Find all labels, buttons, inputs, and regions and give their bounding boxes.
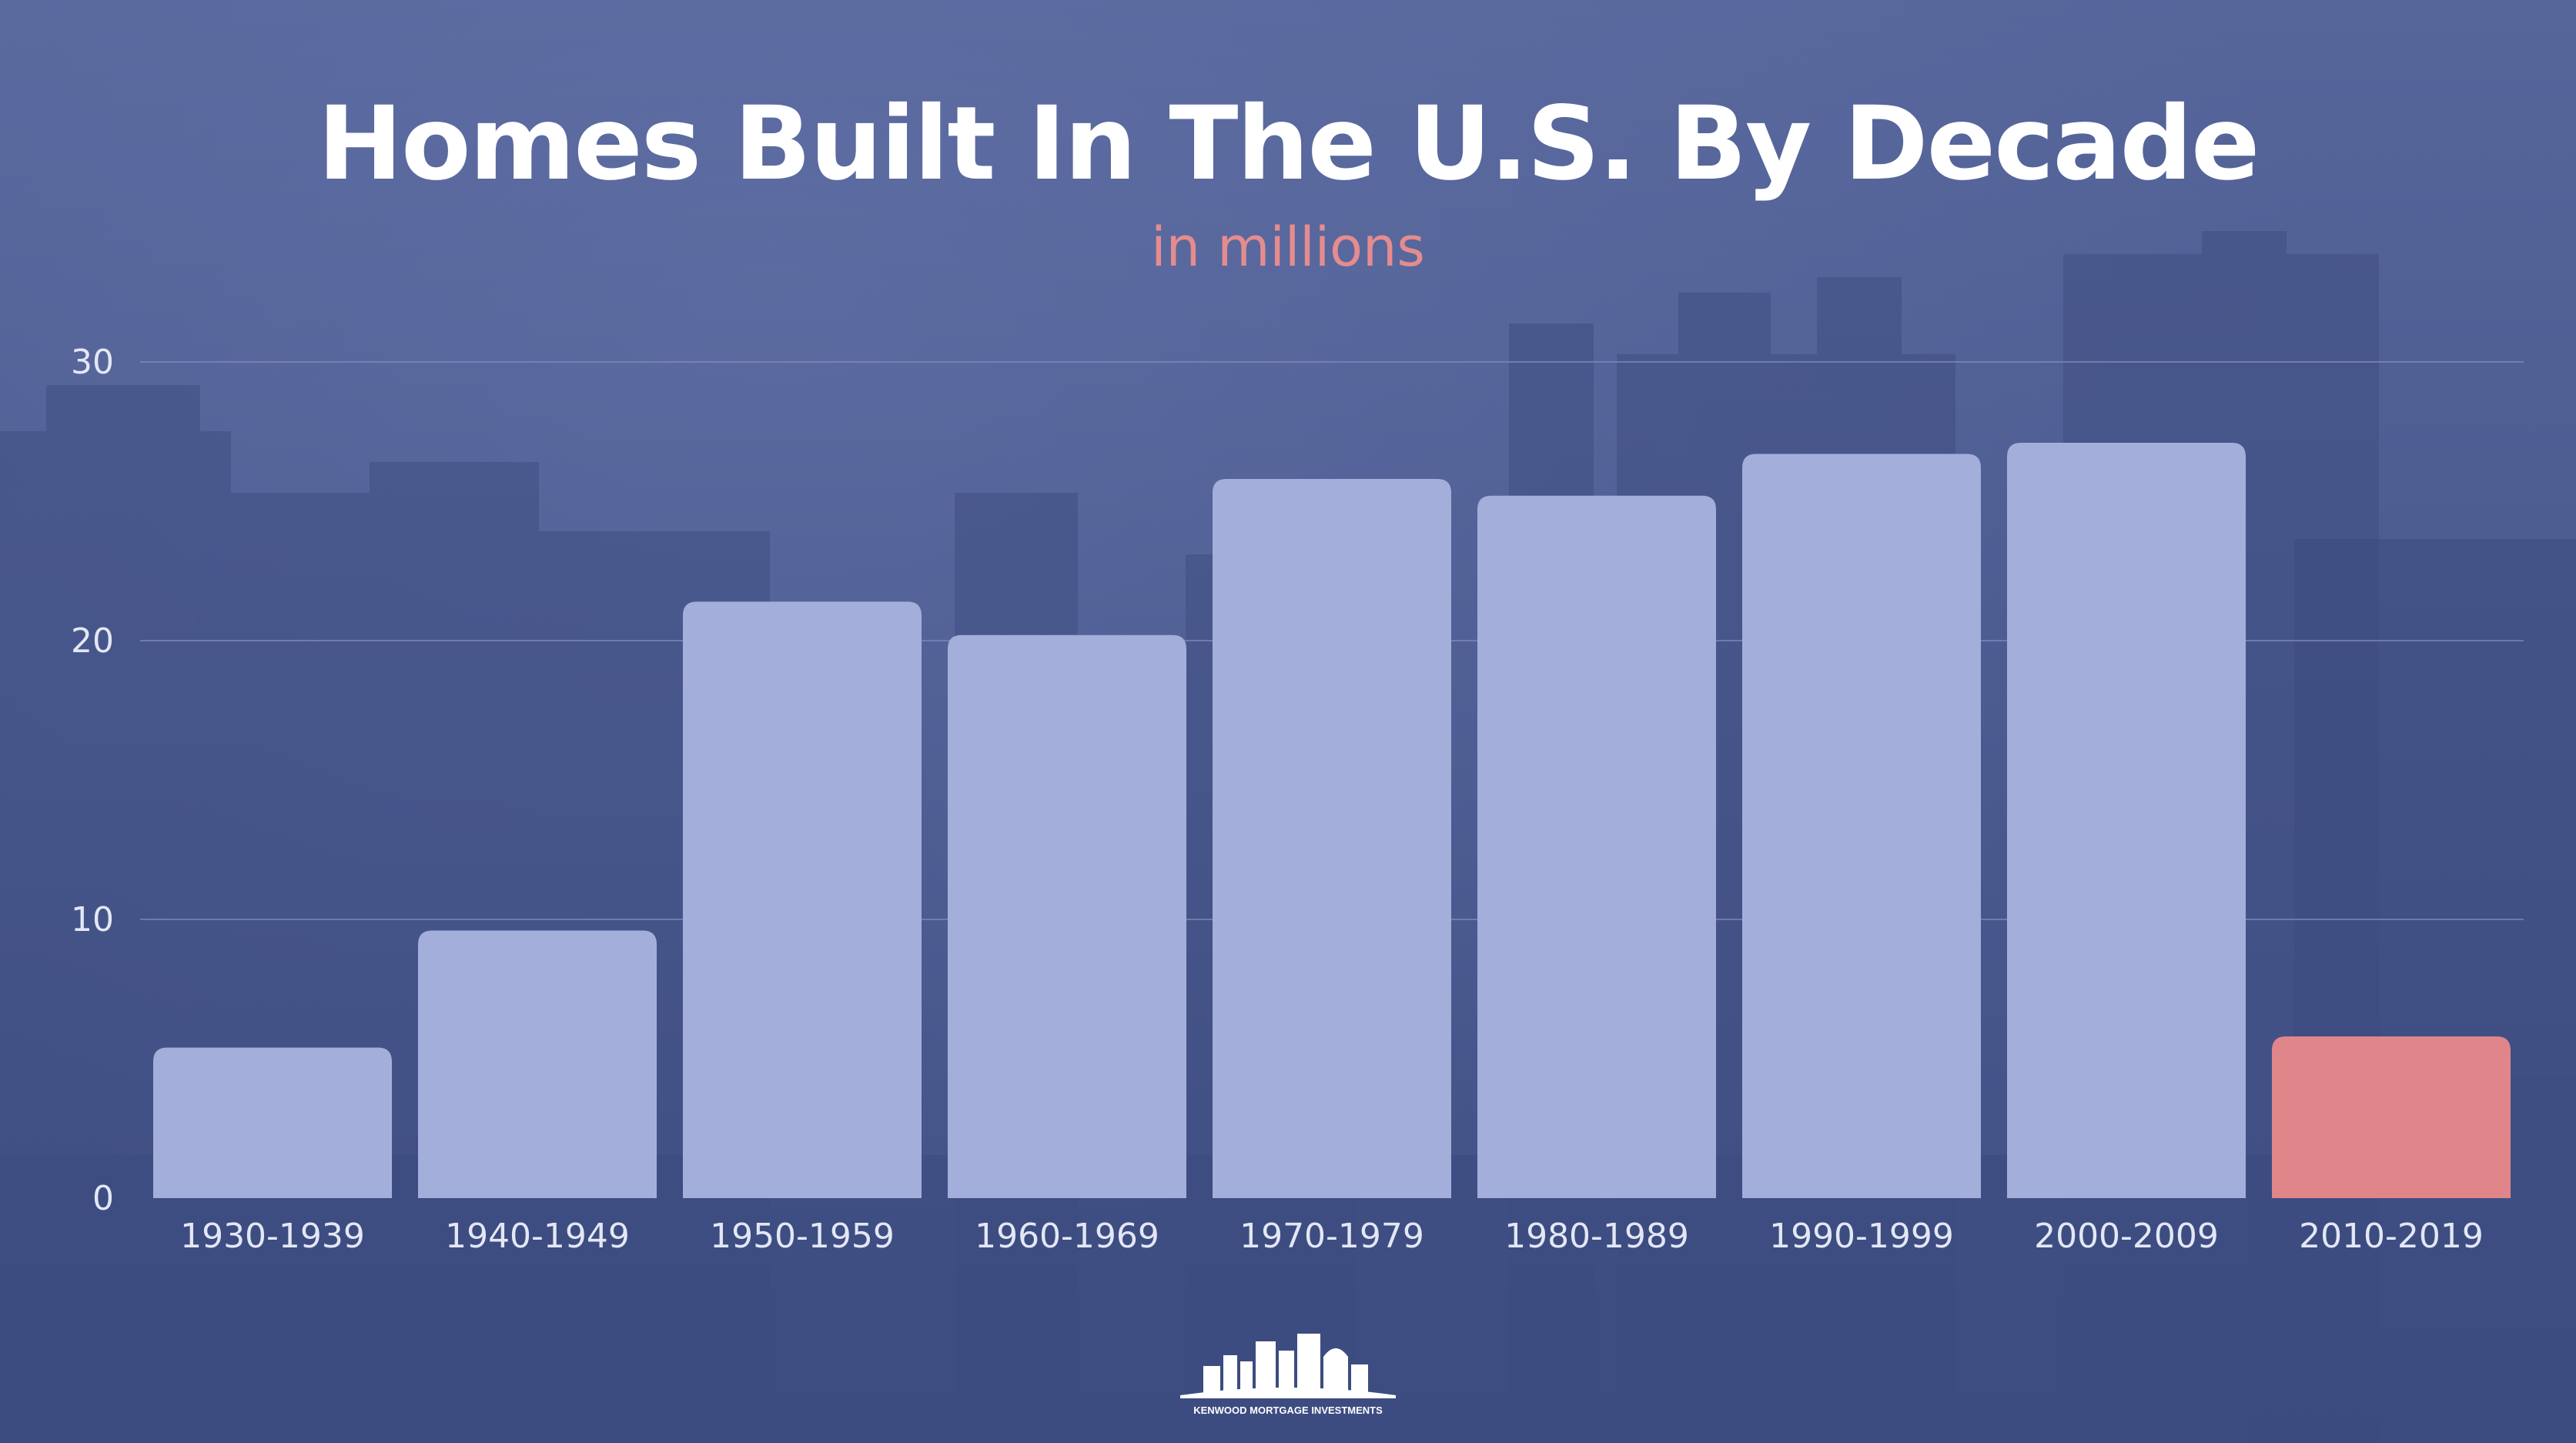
x-tick-label: 1940-1949 [445, 1217, 630, 1256]
y-tick-label: 10 [71, 900, 114, 939]
city-skyline-icon: KENWOOD MORTGAGE INVESTMENTS [1180, 1334, 1396, 1416]
bar-1960-1969 [948, 634, 1186, 1198]
y-tick-label: 20 [71, 621, 114, 661]
x-axis-labels: 1930-1939 1940-1949 1950-1959 1960-1969 1970… [180, 1217, 2484, 1256]
bar-1980-1989 [1477, 495, 1716, 1198]
bar-1940-1949 [418, 930, 657, 1198]
x-tick-label: 1980-1989 [1504, 1217, 1689, 1256]
bars [153, 442, 2511, 1198]
y-axis-ticks: 0 10 20 30 [71, 343, 114, 1218]
x-tick-label: 1990-1999 [1769, 1217, 1954, 1256]
bar-1950-1959 [683, 601, 922, 1198]
x-tick-label: 2010-2019 [2299, 1217, 2484, 1256]
bar-2000-2009 [2007, 442, 2246, 1198]
bar-1990-1999 [1742, 454, 1981, 1198]
x-tick-label: 1960-1969 [975, 1217, 1159, 1256]
logo-text: KENWOOD MORTGAGE INVESTMENTS [1193, 1404, 1383, 1416]
x-tick-label: 1930-1939 [180, 1217, 365, 1256]
y-tick-label: 30 [71, 343, 114, 382]
bar-1970-1979 [1213, 479, 1451, 1198]
y-tick-label: 0 [92, 1179, 114, 1218]
chart-title: Homes Built In The U.S. By Decade [317, 85, 2260, 203]
x-tick-label: 1950-1959 [710, 1217, 895, 1256]
bar-1930-1939 [153, 1047, 392, 1198]
bar-2010-2019 [2272, 1036, 2511, 1198]
x-tick-label: 2000-2009 [2034, 1217, 2219, 1256]
chart-subtitle: in millions [1151, 216, 1425, 279]
x-tick-label: 1970-1979 [1239, 1217, 1424, 1256]
